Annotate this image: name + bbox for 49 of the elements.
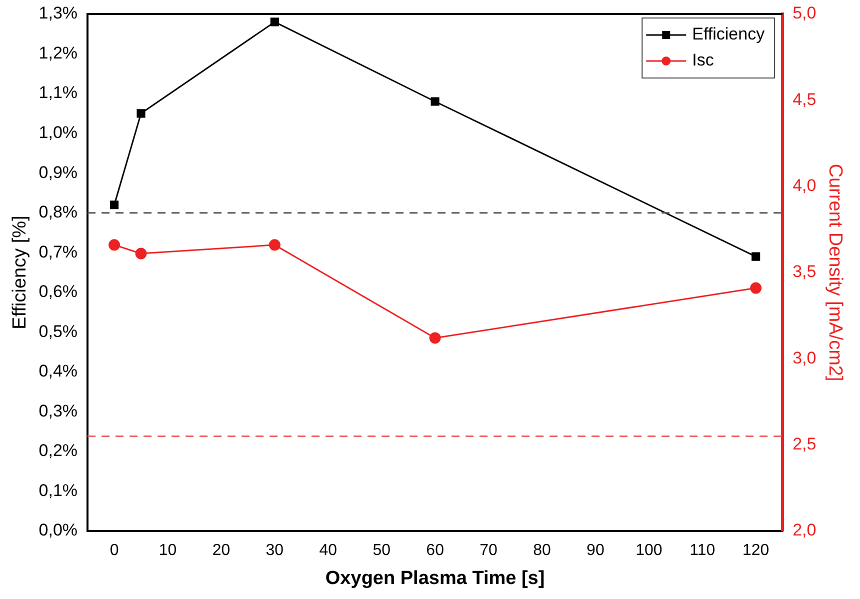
y-tick-label: 0,0% [38,520,78,540]
y-tick-label: 0,6% [38,282,78,302]
point [108,239,120,251]
x-tick-label: 110 [690,542,716,560]
y-tick-label: 0,5% [38,322,78,341]
point [135,248,147,260]
y2-axis-title: Current Density [mA/cm2] [824,164,846,382]
x-tick-label: 100 [636,542,662,560]
point [429,332,441,344]
point [270,18,279,26]
legend-label: Isc [692,50,714,70]
y-tick-label: 0,8% [38,202,78,222]
y-tick-label: 0,2% [38,441,78,460]
y-tick-label: 0,7% [38,242,78,262]
y-axis-title: Efficiency [%] [10,216,31,330]
x-tick-label: 0 [110,542,119,560]
x-tick-label: 30 [266,542,284,560]
x-tick-label: 50 [372,542,391,560]
y-tick-label: 0,1% [38,480,78,500]
y-tick-label: 0,9% [38,162,78,182]
point [268,239,280,251]
y-tick-label: 0,4% [38,362,78,381]
y-tick-label: 1,1% [38,83,78,102]
point [136,109,146,118]
y-tick-label: 0,3% [38,401,78,420]
y2-tick-label: 4,5 [792,90,816,109]
legend-label: Efficiency [692,24,766,44]
point [110,200,119,210]
y-tick-label: 1,0% [38,122,78,142]
y2-tick-label: 4,0 [792,176,816,196]
y2-tick-label: 3,5 [792,262,816,282]
y2-tick-label: 2,0 [792,520,816,540]
point [750,282,762,294]
x-tick-label: 40 [319,542,338,560]
y2-tick-label: 2,5 [792,434,816,454]
x-tick-label: 120 [742,542,770,560]
point [752,252,760,261]
x-tick-label: 10 [158,542,177,560]
x-tick-label: 90 [586,542,604,560]
y-tick-label: 1,2% [38,43,78,62]
y2-tick-label: 5,0 [792,4,816,23]
x-tick-label: 60 [426,542,444,560]
x-axis-title: Oxygen Plasma Time [s] [325,568,545,589]
x-tick-label: 20 [212,542,230,560]
y2-tick-label: 3,0 [792,348,816,368]
y-tick-label: 1,3% [38,4,78,23]
x-tick-label: 70 [480,542,498,560]
point [430,97,440,106]
x-tick-label: 80 [533,542,551,560]
